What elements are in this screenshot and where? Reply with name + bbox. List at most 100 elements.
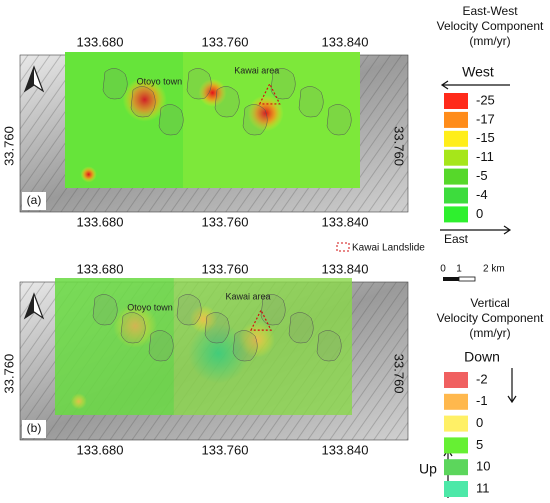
- longitude-label: 133.840: [322, 214, 369, 229]
- direction-arrow: [507, 368, 517, 404]
- landslide-outline: [204, 312, 230, 344]
- legend-swatch: [444, 459, 468, 476]
- legend-swatch: [444, 393, 468, 410]
- legend-swatch: [444, 149, 468, 166]
- landslide-key-symbol: [336, 242, 350, 252]
- legend-label: -15: [476, 130, 495, 145]
- legend-title: Velocity Component: [437, 19, 544, 33]
- landslide-outline: [148, 330, 174, 362]
- panel-label: (b): [27, 421, 42, 435]
- landslide-outline: [92, 294, 118, 326]
- direction-arrow: [440, 80, 510, 90]
- legend-label: -17: [476, 111, 495, 126]
- landslide-outline: [158, 104, 184, 136]
- direction-arrow: [440, 225, 512, 235]
- legend-label: -11: [476, 149, 494, 164]
- legend-swatch: [444, 168, 468, 185]
- legend-label: 11: [476, 480, 490, 495]
- landslide-outline: [298, 86, 324, 118]
- landslide-outline: [232, 330, 258, 362]
- landslide-outline: [186, 68, 212, 100]
- deformation-hotspot: [70, 393, 87, 410]
- longitude-label: 133.840: [322, 261, 369, 276]
- longitude-label: 133.760: [202, 261, 249, 276]
- legend-label: -25: [476, 92, 495, 107]
- legend-swatch: [444, 372, 468, 388]
- legend-title: Vertical: [470, 296, 509, 310]
- legend-title: (mm/yr): [469, 326, 510, 340]
- deformation-hotspot: [188, 323, 249, 384]
- deformation-hotspot: [80, 166, 97, 183]
- landslide-key-label: Kawai Landslide: [352, 243, 425, 254]
- raster-tint: [55, 278, 174, 415]
- scale-label: 1: [456, 264, 462, 275]
- panel-label: (a): [27, 193, 42, 207]
- legend-label: 0: [476, 415, 483, 430]
- landslide-outline: [316, 330, 342, 362]
- place-label: Otoyo town: [127, 303, 173, 313]
- legend-title: (mm/yr): [469, 34, 510, 48]
- place-label: Kawai area: [234, 65, 279, 75]
- longitude-label: 133.680: [77, 34, 124, 49]
- landslide-outline: [288, 312, 314, 344]
- landslide-outline: [214, 86, 240, 118]
- scale-label: 0: [440, 264, 446, 275]
- direction-label: Up: [419, 461, 437, 477]
- legend-swatch: [444, 111, 468, 128]
- panel-label-box: [22, 420, 46, 438]
- deformation-hotspot: [122, 77, 167, 122]
- latitude-label: 33.760: [392, 126, 407, 166]
- direction-label: West: [462, 64, 494, 80]
- legend-swatch: [444, 437, 468, 454]
- latitude-label: 33.760: [1, 354, 16, 394]
- longitude-label: 133.680: [77, 261, 124, 276]
- longitude-label: 133.840: [322, 34, 369, 49]
- kawai-landslide: [250, 308, 272, 331]
- legend-label: 10: [476, 459, 490, 474]
- latitude-label: 33.760: [1, 126, 16, 166]
- legend-title: East-West: [462, 4, 518, 18]
- legend-title: Velocity Component: [437, 311, 544, 325]
- legend-swatch: [444, 130, 468, 147]
- landslide-outline: [102, 68, 128, 100]
- raster-tint: [65, 52, 183, 188]
- legend-swatch: [444, 93, 468, 109]
- longitude-label: 133.840: [322, 442, 369, 457]
- legend-label: 0: [476, 206, 483, 221]
- direction-label: Down: [464, 349, 500, 365]
- landslide-outline: [242, 104, 268, 136]
- north-arrow-half: [25, 294, 34, 318]
- legend-label: -2: [476, 371, 488, 386]
- latitude-label: 33.760: [392, 354, 407, 394]
- landslide-outline: [130, 86, 156, 118]
- kawai-landslide: [258, 82, 281, 105]
- legend-swatch: [444, 481, 468, 497]
- landslide-outline: [326, 104, 352, 136]
- legend-label: -1: [476, 393, 488, 408]
- direction-label: East: [444, 232, 469, 246]
- longitude-label: 133.760: [202, 34, 249, 49]
- scale-bar: [443, 277, 459, 281]
- legend-swatch: [444, 187, 468, 204]
- legend-swatch: [444, 206, 468, 223]
- scale-bar: [458, 276, 476, 282]
- legend-label: -5: [476, 168, 488, 183]
- longitude-label: 133.680: [77, 442, 124, 457]
- legend-swatch: [444, 415, 468, 432]
- longitude-label: 133.680: [77, 214, 124, 229]
- place-label: Kawai area: [226, 292, 271, 302]
- place-label: Otoyo town: [137, 76, 183, 86]
- deformation-hotspot: [198, 78, 227, 107]
- scale-label: 2 km: [483, 264, 505, 275]
- landslide-outline: [260, 294, 286, 326]
- landslide-outline: [120, 312, 146, 344]
- north-arrow-half: [25, 67, 34, 91]
- velocity-raster: [65, 52, 360, 188]
- landslide-outline: [176, 294, 202, 326]
- panel-label-box: [22, 192, 46, 210]
- legend-label: -4: [476, 187, 488, 202]
- longitude-label: 133.760: [202, 214, 249, 229]
- legend-label: 5: [476, 437, 483, 452]
- longitude-label: 133.760: [202, 442, 249, 457]
